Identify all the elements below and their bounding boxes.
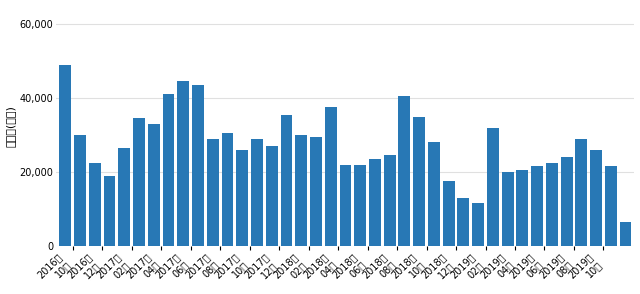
Bar [177,81,189,246]
Bar [546,163,558,246]
Bar [266,146,278,246]
Y-axis label: 거래량(건수): 거래량(건수) [6,105,15,147]
Bar [118,148,130,246]
Bar [399,96,410,246]
Bar [280,115,292,246]
Bar [251,139,263,246]
Bar [561,157,573,246]
Bar [89,163,100,246]
Bar [472,203,484,246]
Bar [133,118,145,246]
Bar [458,198,469,246]
Bar [575,139,588,246]
Bar [443,181,454,246]
Bar [590,150,602,246]
Bar [148,124,159,246]
Bar [369,159,381,246]
Bar [221,133,234,246]
Bar [192,85,204,246]
Bar [60,65,71,246]
Bar [236,150,248,246]
Bar [516,170,528,246]
Bar [502,172,513,246]
Bar [355,165,366,246]
Bar [384,155,396,246]
Bar [163,94,174,246]
Bar [295,135,307,246]
Bar [487,128,499,246]
Bar [339,165,351,246]
Bar [605,166,617,246]
Bar [324,107,337,246]
Bar [620,222,632,246]
Bar [104,176,115,246]
Bar [531,166,543,246]
Bar [310,137,322,246]
Bar [413,116,425,246]
Bar [428,142,440,246]
Bar [207,139,219,246]
Bar [74,135,86,246]
